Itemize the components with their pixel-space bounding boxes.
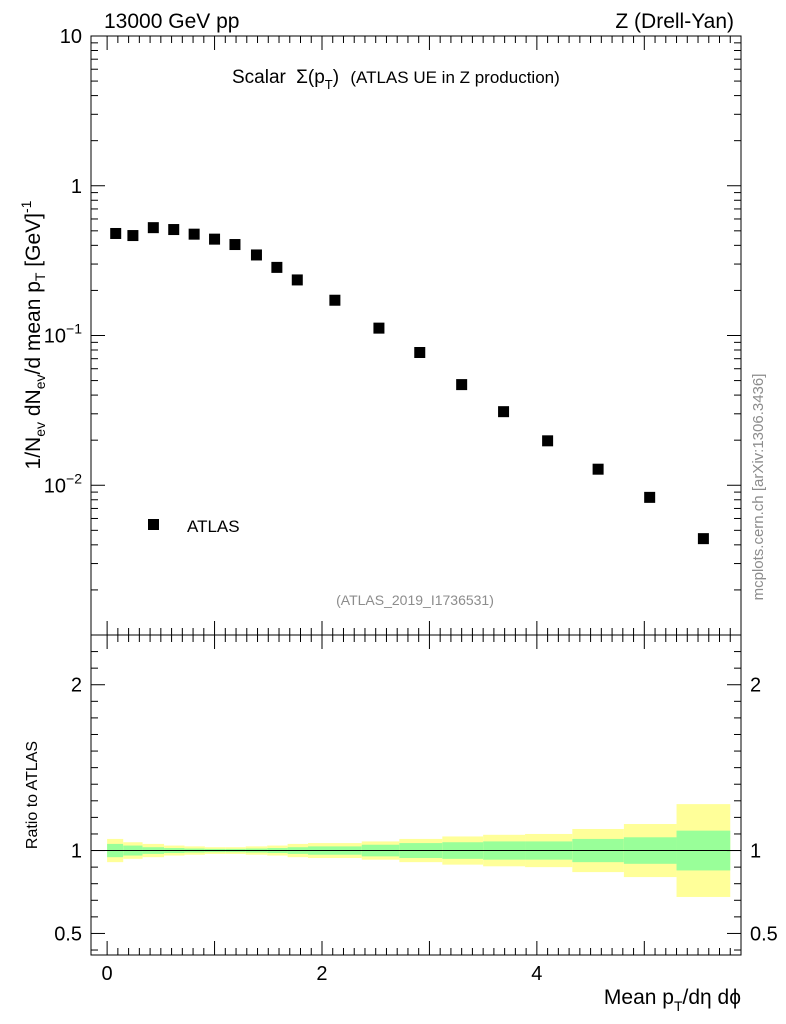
x-tick-label: 2 bbox=[316, 963, 327, 985]
data-point bbox=[498, 406, 510, 418]
legend-label: ATLAS bbox=[187, 517, 240, 536]
ratio-y-tick-label-right: 1 bbox=[750, 841, 761, 863]
ratio-y-tick-label-left: 1 bbox=[71, 841, 82, 863]
plot-title: Scalar Σ(pT) (ATLAS UE in Z production) bbox=[232, 67, 560, 92]
ratio-y-tick-label-left: 2 bbox=[71, 675, 82, 697]
data-point bbox=[542, 435, 554, 447]
data-point bbox=[592, 463, 604, 475]
y-tick-label: 10 bbox=[60, 26, 82, 48]
data-point bbox=[271, 261, 283, 273]
data-point bbox=[110, 227, 122, 239]
data-point bbox=[644, 491, 656, 503]
title-close: ) bbox=[333, 67, 339, 88]
y-tick-label: 10−1 bbox=[44, 321, 82, 348]
data-point bbox=[127, 230, 139, 242]
data-point bbox=[697, 533, 709, 545]
ratio-panel: 2 2 1 1 0.5 0.5 0 2 4 Ratio to ATLAS Mean pT/dη … bbox=[24, 634, 778, 1014]
ratio-y-tick-label-left: 0.5 bbox=[54, 923, 82, 945]
ratio-y-tick-label-right: 0.5 bbox=[750, 923, 778, 945]
data-point bbox=[168, 224, 180, 236]
header-right: Z (Drell-Yan) bbox=[615, 10, 734, 33]
header-left: 13000 GeV pp bbox=[104, 10, 239, 33]
analysis-watermark: (ATLAS_2019_I1736531) bbox=[336, 592, 494, 608]
data-point bbox=[329, 294, 341, 306]
main-ylabel: 1/Nev dNev/d mean pT [GeV]-1 bbox=[18, 200, 48, 469]
data-point bbox=[229, 239, 241, 251]
data-point bbox=[291, 274, 303, 286]
ratio-y-tick-label-right: 2 bbox=[750, 675, 761, 697]
title-sigma: Σ(p bbox=[296, 67, 325, 88]
ratio-frame bbox=[90, 634, 742, 956]
side-label: mcplots.cern.ch [arXiv:1306.3436] bbox=[750, 374, 767, 601]
title-main: Scalar bbox=[232, 67, 287, 88]
data-point bbox=[414, 346, 426, 358]
x-tick-label: 4 bbox=[531, 963, 542, 985]
y-tick-label: 10−2 bbox=[44, 470, 82, 497]
main-axis-ticks: 10 1 10−1 10−2 bbox=[44, 26, 741, 636]
legend-marker bbox=[148, 519, 159, 530]
xlabel: Mean pT/dη dϕ bbox=[604, 986, 741, 1014]
y-tick-label: 1 bbox=[71, 176, 82, 198]
main-data-points bbox=[110, 222, 709, 545]
title-rest: (ATLAS UE in Z production) bbox=[350, 68, 559, 87]
x-tick-label: 0 bbox=[102, 963, 113, 985]
ratio-ylabel: Ratio to ATLAS bbox=[24, 741, 41, 849]
data-point bbox=[456, 379, 468, 391]
data-point bbox=[188, 228, 200, 240]
title-sub: T bbox=[325, 77, 333, 92]
data-point bbox=[147, 222, 159, 234]
data-point bbox=[209, 233, 221, 245]
data-point bbox=[250, 249, 262, 261]
main-panel: 10 1 10−1 10−2 Scalar Σ(pT) (ATLAS UE in Z … bbox=[18, 26, 742, 636]
main-frame bbox=[90, 35, 742, 636]
data-point bbox=[373, 322, 385, 334]
ratio-axis-ticks: 2 2 1 1 0.5 0.5 0 2 4 bbox=[54, 635, 778, 985]
